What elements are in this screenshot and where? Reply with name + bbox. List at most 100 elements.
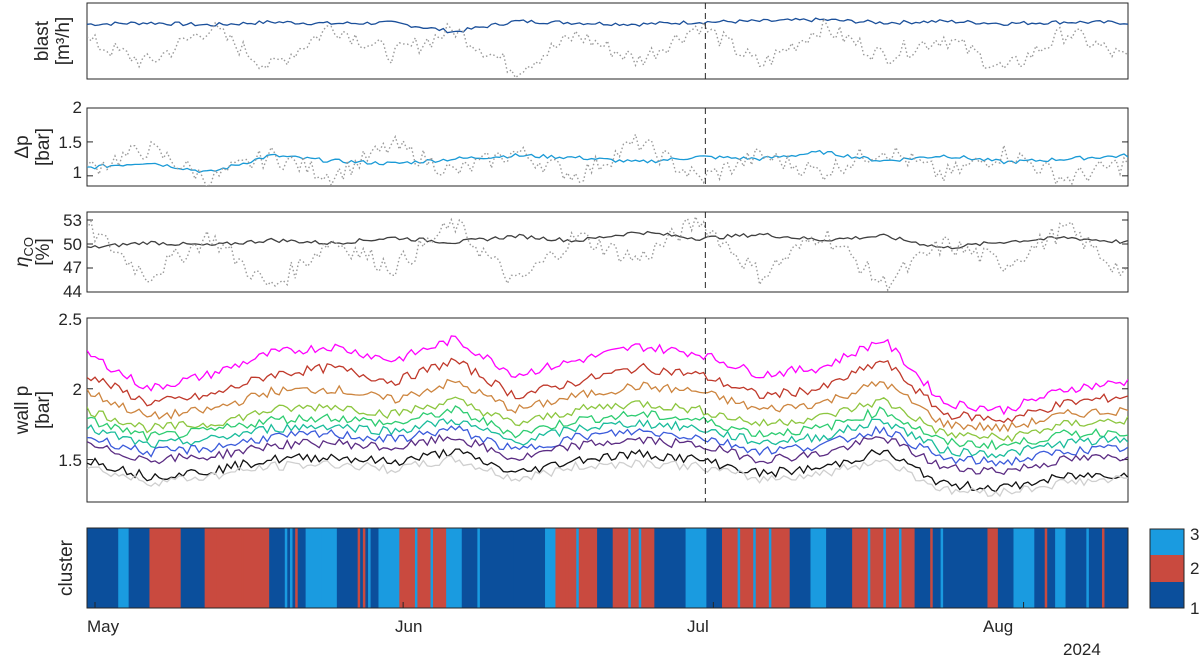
colorbar-swatch-1	[1150, 582, 1184, 608]
cluster-stripe-20	[883, 528, 886, 608]
blast-panel-frame	[86, 2, 1129, 80]
cluster-segment-9	[378, 528, 400, 608]
eta-co-tick-47: 47	[63, 258, 82, 277]
delta-p-tick-1-5: 1.5	[58, 133, 82, 152]
series-line-3-6	[87, 425, 1128, 467]
cluster-stripe-15	[638, 528, 642, 608]
series-line-3-4	[87, 405, 1128, 451]
cluster-stripe-0	[214, 528, 217, 608]
delta-p-tick-1: 1	[73, 163, 82, 182]
series-line-3-7	[87, 433, 1128, 476]
colorbar-frame	[1149, 528, 1185, 609]
eta-co-tick-50: 50	[63, 235, 82, 254]
eta-co-panel-frame	[86, 211, 1129, 293]
series-line-0-1	[87, 16, 1128, 79]
cluster-stripe-13	[576, 528, 579, 608]
series-line-3-5	[87, 418, 1128, 459]
cluster-segment-26	[914, 528, 988, 608]
svg-text:ηCO: ηCO	[12, 237, 36, 267]
xtick-may: May	[87, 617, 120, 636]
cluster-stripe-2	[284, 528, 288, 608]
cluster-segment-10	[399, 528, 447, 608]
cluster-segment-20	[706, 528, 723, 608]
cluster-stripe-5	[321, 528, 324, 608]
delta-p-panel-frame	[86, 107, 1129, 187]
wall-p-tick-2: 2	[73, 380, 82, 399]
cluster-stripe-22	[930, 528, 933, 608]
cluster-segment-28	[997, 528, 1014, 608]
cluster-segment-0	[87, 528, 119, 608]
cluster-stripe-12	[565, 528, 569, 608]
panel-1-series	[87, 132, 1128, 186]
cluster-ylabel: cluster	[56, 539, 77, 596]
colorbar-label-2: 2	[1190, 559, 1199, 578]
colorbar-label-3: 3	[1190, 525, 1199, 544]
cluster-segment-27	[987, 528, 999, 608]
wall-p-ylabel: wall p [bar]	[12, 386, 54, 436]
eta-co-tick-53: 53	[63, 211, 82, 230]
cluster-segment-12	[461, 528, 515, 608]
cluster-stripe-1	[241, 528, 244, 608]
series-line-3-9	[87, 455, 1128, 498]
series-line-3-8	[87, 448, 1128, 493]
xtick-jul: Jul	[687, 617, 709, 636]
cluster-segment-2	[128, 528, 150, 608]
cluster-segment-18	[654, 528, 687, 608]
cluster-panel-frame	[86, 527, 1129, 609]
delta-p-ylabel: Δp [bar]	[12, 128, 54, 166]
blast-ylabel: blast [m³/h]	[32, 17, 74, 66]
cluster-stripe-14	[628, 528, 631, 608]
panel-3-series	[87, 335, 1128, 498]
cluster-stripe-8	[368, 528, 371, 608]
cluster-segment-31	[1055, 528, 1067, 608]
cluster-segment-3	[149, 528, 182, 608]
eta-co-tick-44: 44	[63, 282, 82, 301]
cluster-segment-29	[1013, 528, 1035, 608]
series-line-3-1	[87, 357, 1128, 424]
cluster-segment-23	[810, 528, 827, 608]
cluster-segment-13	[513, 528, 546, 608]
series-line-0-0	[87, 17, 1128, 34]
series-layer	[87, 3, 1128, 608]
cluster-segment-22	[789, 528, 811, 608]
series-line-1-0	[87, 149, 1128, 174]
series-line-3-0	[87, 335, 1128, 416]
cluster-segment-1	[118, 528, 130, 608]
cluster-stripe-24	[1044, 528, 1048, 608]
cluster-stripe-4	[295, 528, 298, 608]
cluster-stripe-18	[768, 528, 772, 608]
svg-text:blast: blast	[32, 20, 53, 61]
panel-0-series	[87, 16, 1128, 79]
cluster-segment-24	[826, 528, 853, 608]
cluster-segment-21	[722, 528, 791, 608]
cluster-stripe-16	[737, 528, 741, 608]
cluster-segment-11	[446, 528, 463, 608]
svg-text:[%]: [%]	[33, 238, 54, 265]
cluster-segment-17	[612, 528, 655, 608]
cluster-segment-19	[685, 528, 707, 608]
series-line-2-1	[87, 214, 1128, 292]
cluster-segment-4	[180, 528, 206, 608]
cluster-stripe-11	[477, 528, 480, 608]
cluster-stripe-10	[430, 528, 434, 608]
svg-text:Δp: Δp	[12, 135, 33, 158]
svg-text:[bar]: [bar]	[33, 128, 54, 166]
svg-text:wall p: wall p	[12, 386, 33, 436]
cluster-stripe-6	[357, 528, 361, 608]
colorbar-swatch-3	[1150, 529, 1184, 555]
svg-text:[m³/h]: [m³/h]	[53, 17, 74, 66]
cluster-stripe-26	[1101, 528, 1105, 608]
wall-p-tick-2-5: 2.5	[58, 310, 82, 329]
cluster-heatmap	[87, 528, 1129, 608]
xtick-aug: Aug	[983, 617, 1013, 636]
cluster-segment-14	[545, 528, 556, 608]
series-line-3-2	[87, 378, 1128, 433]
cluster-stripe-17	[753, 528, 756, 608]
delta-p-tick-2: 2	[73, 98, 82, 117]
cluster-stripe-25	[1086, 528, 1089, 608]
xaxis-year-label: 2024	[1063, 640, 1101, 659]
cluster-stripe-3	[289, 528, 293, 608]
xtick-jun: Jun	[395, 617, 422, 636]
svg-text:cluster: cluster	[56, 539, 77, 596]
